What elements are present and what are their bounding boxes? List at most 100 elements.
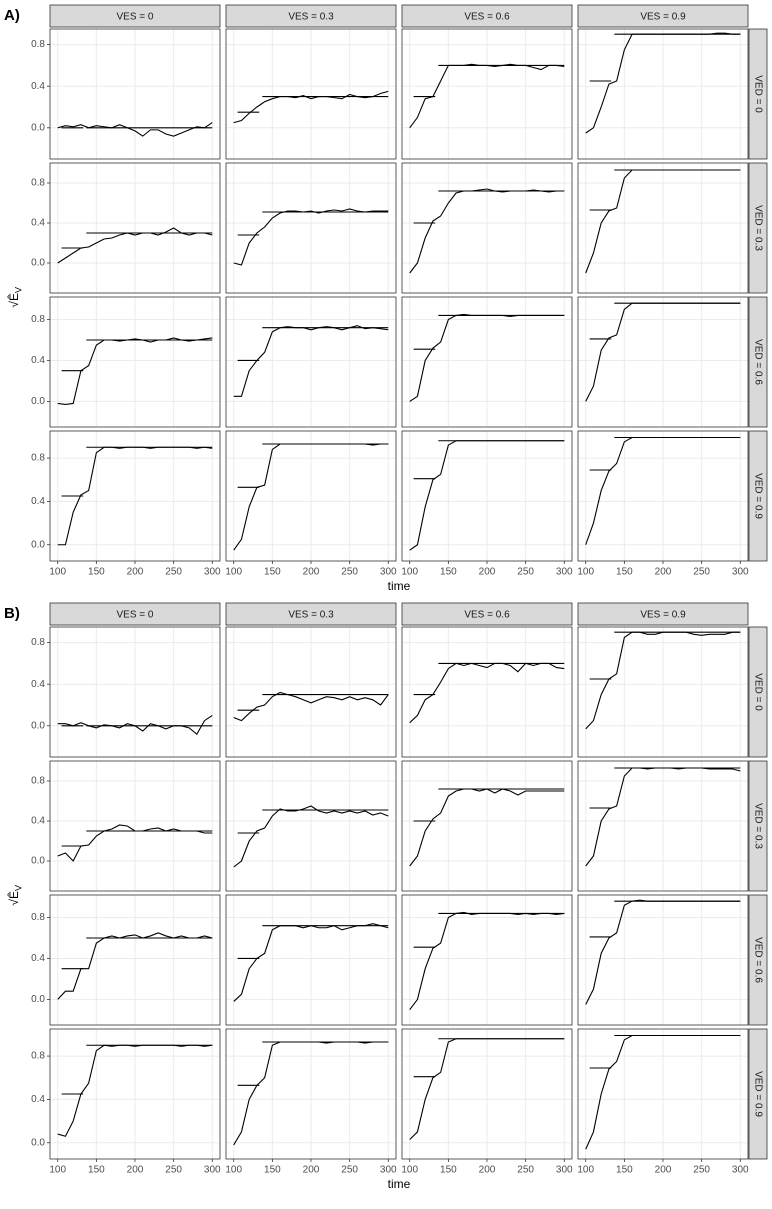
column-strip-label: VES = 0	[117, 610, 154, 621]
column-strip	[401, 602, 573, 626]
row-strip-label: VED = 0.3	[752, 803, 763, 849]
column-strip-label: VES = 0.6	[464, 610, 510, 621]
column-strip-label: VES = 0.9	[640, 12, 686, 23]
y-axis-title-sub: V	[13, 885, 23, 891]
panel-border	[49, 894, 221, 1026]
facet-panel	[401, 296, 573, 428]
row-strip	[748, 296, 768, 428]
x-tick-label: 200	[303, 1165, 320, 1176]
x-tick-label: 200	[479, 1165, 496, 1176]
row-strip-label: VED = 0.9	[752, 1071, 763, 1117]
panel-border	[577, 162, 749, 294]
facet-panel	[401, 430, 573, 562]
panel-border	[401, 296, 573, 428]
x-tick-label: 100	[577, 567, 594, 578]
panel-border	[225, 296, 397, 428]
y-tick-label: 0.0	[31, 539, 45, 550]
y-tick-label: 0.0	[31, 856, 45, 867]
row-strip	[748, 894, 768, 1026]
row-strip-label: VED = 0.3	[752, 205, 763, 251]
row-strip	[748, 430, 768, 562]
x-tick-label: 150	[88, 1165, 105, 1176]
y-tick-label: 0.4	[31, 355, 45, 366]
x-tick-label: 300	[204, 1165, 221, 1176]
facet-panel	[49, 430, 221, 562]
facet-panel	[225, 28, 397, 160]
facet-panel	[49, 28, 221, 160]
x-tick-label: 300	[380, 1165, 397, 1176]
panel-border	[225, 626, 397, 758]
x-tick-label: 150	[88, 567, 105, 578]
series-line	[233, 90, 389, 124]
column-strip-label: VES = 0.3	[288, 610, 334, 621]
panel-border	[49, 28, 221, 160]
facet-panel	[225, 162, 397, 294]
y-tick-label: 0.0	[31, 720, 45, 731]
x-tick-label: 200	[127, 567, 144, 578]
y-tick-label: 0.8	[31, 178, 45, 189]
x-tick-label: 100	[577, 1165, 594, 1176]
x-tick-label: 250	[693, 567, 710, 578]
column-strip	[225, 602, 397, 626]
y-tick-label: 0.8	[31, 912, 45, 923]
column-strip	[49, 602, 221, 626]
panel-border	[577, 28, 749, 160]
column-strip	[577, 4, 749, 28]
y-axis-title-main: √Ê	[6, 293, 21, 308]
y-axis-title: √ÊV	[6, 885, 23, 906]
y-tick-label: 0.0	[31, 396, 45, 407]
facet-chart: A) VES = 0 VES = 0.3 VES = 0.6 VES = 0.9 VED …	[4, 4, 768, 593]
panel-border	[577, 894, 749, 1026]
y-tick-label: 0.8	[31, 39, 45, 50]
x-tick-label: 250	[517, 1165, 534, 1176]
y-tick-label: 0.0	[31, 1137, 45, 1148]
x-tick-label: 200	[127, 1165, 144, 1176]
x-tick-label: 300	[380, 567, 397, 578]
facet-panel	[49, 1028, 221, 1160]
panel-border	[49, 296, 221, 428]
column-strip-label: VES = 0.6	[464, 12, 510, 23]
column-strip-label: VES = 0	[117, 12, 154, 23]
facet-panel	[577, 28, 749, 160]
facet-panel	[401, 162, 573, 294]
panel-label: B)	[4, 605, 20, 622]
x-tick-label: 300	[556, 567, 573, 578]
series-line	[233, 805, 389, 868]
y-tick-label: 0.4	[31, 816, 45, 827]
panel-border	[225, 28, 397, 160]
x-tick-label: 100	[401, 1165, 418, 1176]
x-tick-label: 300	[204, 567, 221, 578]
facet-panel	[225, 760, 397, 892]
row-strip	[748, 626, 768, 758]
facet-chart: B) VES = 0 VES = 0.3 VES = 0.6 VES = 0.9 VED …	[4, 602, 768, 1191]
x-tick-label: 150	[440, 1165, 457, 1176]
y-tick-label: 0.8	[31, 776, 45, 787]
y-axis-title-main: √Ê	[6, 891, 21, 906]
row-strip	[748, 1028, 768, 1160]
panel-border	[49, 162, 221, 294]
y-tick-label: 0.4	[31, 496, 45, 507]
facet-panel	[225, 430, 397, 562]
x-axis-title: time	[388, 1177, 411, 1191]
row-strip-label: VED = 0.9	[752, 473, 763, 519]
row-strip-label: VED = 0	[752, 673, 763, 711]
facet-panel	[49, 296, 221, 428]
facet-panel	[49, 760, 221, 892]
panel-border	[577, 296, 749, 428]
x-tick-label: 150	[264, 567, 281, 578]
panel-border	[49, 760, 221, 892]
x-tick-label: 300	[732, 1165, 749, 1176]
facet-panel	[401, 760, 573, 892]
facet-panel	[577, 430, 749, 562]
facet-panel	[225, 1028, 397, 1160]
x-tick-label: 100	[49, 1165, 66, 1176]
series-line	[57, 122, 213, 137]
panel-border	[401, 760, 573, 892]
facet-panel	[401, 626, 573, 758]
x-tick-label: 100	[225, 567, 242, 578]
facet-panel	[49, 894, 221, 1026]
row-strip-label: VED = 0.6	[752, 937, 763, 983]
x-tick-label: 100	[401, 567, 418, 578]
x-tick-label: 100	[49, 567, 66, 578]
